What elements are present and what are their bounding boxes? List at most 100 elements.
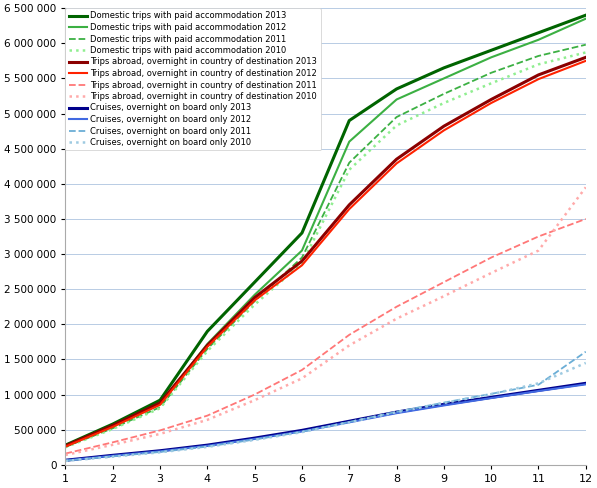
Domestic trips with paid accommodation 2011 [62, 444, 69, 450]
Trips abroad, overnight in country of destination 2013 [535, 72, 542, 78]
Domestic trips with paid accommodation 2011 [109, 426, 116, 431]
Domestic trips with paid accommodation 2012 [251, 292, 259, 298]
Trips abroad, overnight in country of destination 2011 [346, 332, 353, 338]
Trips abroad, overnight in country of destination 2011 [582, 216, 589, 222]
Cruises, overnight on board only 2012 [582, 382, 589, 387]
Trips abroad, overnight in country of destination 2012 [109, 424, 116, 430]
Trips abroad, overnight in country of destination 2013 [156, 400, 164, 406]
Cruises, overnight on board only 2013 [393, 409, 400, 415]
Domestic trips with paid accommodation 2012 [109, 424, 116, 429]
Cruises, overnight on board only 2013 [582, 380, 589, 386]
Domestic trips with paid accommodation 2010 [535, 61, 542, 67]
Trips abroad, overnight in country of destination 2012 [393, 161, 400, 166]
Trips abroad, overnight in country of destination 2010 [251, 397, 259, 403]
Cruises, overnight on board only 2013 [156, 448, 164, 454]
Cruises, overnight on board only 2010 [393, 409, 400, 415]
Cruises, overnight on board only 2010 [109, 454, 116, 460]
Domestic trips with paid accommodation 2013 [298, 230, 306, 236]
Cruises, overnight on board only 2010 [440, 400, 447, 406]
Trips abroad, overnight in country of destination 2013 [393, 156, 400, 162]
Trips abroad, overnight in country of destination 2012 [62, 444, 69, 449]
Domestic trips with paid accommodation 2010 [440, 100, 447, 106]
Trips abroad, overnight in country of destination 2010 [109, 442, 116, 447]
Domestic trips with paid accommodation 2013 [535, 30, 542, 36]
Cruises, overnight on board only 2012 [298, 428, 306, 434]
Cruises, overnight on board only 2012 [346, 419, 353, 425]
Cruises, overnight on board only 2012 [156, 448, 164, 454]
Trips abroad, overnight in country of destination 2012 [251, 298, 259, 304]
Cruises, overnight on board only 2013 [109, 452, 116, 458]
Line: Cruises, overnight on board only 2012: Cruises, overnight on board only 2012 [66, 385, 586, 461]
Trips abroad, overnight in country of destination 2011 [156, 427, 164, 433]
Domestic trips with paid accommodation 2013 [62, 442, 69, 448]
Cruises, overnight on board only 2011 [535, 382, 542, 387]
Domestic trips with paid accommodation 2012 [488, 55, 495, 61]
Cruises, overnight on board only 2010 [582, 360, 589, 366]
Trips abroad, overnight in country of destination 2010 [488, 270, 495, 276]
Domestic trips with paid accommodation 2010 [204, 348, 211, 354]
Line: Domestic trips with paid accommodation 2013: Domestic trips with paid accommodation 2… [66, 15, 586, 445]
Line: Trips abroad, overnight in country of destination 2011: Trips abroad, overnight in country of de… [66, 219, 586, 453]
Cruises, overnight on board only 2013 [440, 402, 447, 407]
Trips abroad, overnight in country of destination 2013 [109, 423, 116, 428]
Cruises, overnight on board only 2012 [440, 403, 447, 408]
Cruises, overnight on board only 2010 [62, 458, 69, 464]
Domestic trips with paid accommodation 2011 [393, 114, 400, 120]
Cruises, overnight on board only 2013 [298, 427, 306, 433]
Trips abroad, overnight in country of destination 2010 [535, 247, 542, 253]
Cruises, overnight on board only 2011 [156, 449, 164, 455]
Trips abroad, overnight in country of destination 2010 [393, 316, 400, 322]
Line: Domestic trips with paid accommodation 2010: Domestic trips with paid accommodation 2… [66, 52, 586, 447]
Domestic trips with paid accommodation 2013 [346, 118, 353, 123]
Domestic trips with paid accommodation 2013 [109, 421, 116, 427]
Domestic trips with paid accommodation 2010 [582, 49, 589, 55]
Trips abroad, overnight in country of destination 2011 [109, 439, 116, 445]
Domestic trips with paid accommodation 2011 [251, 298, 259, 304]
Domestic trips with paid accommodation 2012 [156, 402, 164, 407]
Trips abroad, overnight in country of destination 2010 [156, 431, 164, 437]
Trips abroad, overnight in country of destination 2010 [62, 452, 69, 458]
Cruises, overnight on board only 2011 [251, 437, 259, 443]
Cruises, overnight on board only 2010 [488, 391, 495, 397]
Cruises, overnight on board only 2012 [251, 436, 259, 442]
Domestic trips with paid accommodation 2011 [488, 70, 495, 76]
Domestic trips with paid accommodation 2010 [346, 167, 353, 173]
Line: Cruises, overnight on board only 2013: Cruises, overnight on board only 2013 [66, 383, 586, 460]
Line: Trips abroad, overnight in country of destination 2013: Trips abroad, overnight in country of de… [66, 58, 586, 446]
Cruises, overnight on board only 2010 [298, 429, 306, 435]
Trips abroad, overnight in country of destination 2011 [440, 279, 447, 285]
Domestic trips with paid accommodation 2012 [62, 443, 69, 449]
Domestic trips with paid accommodation 2010 [251, 302, 259, 307]
Cruises, overnight on board only 2012 [204, 443, 211, 449]
Trips abroad, overnight in country of destination 2012 [440, 127, 447, 133]
Domestic trips with paid accommodation 2012 [582, 16, 589, 21]
Trips abroad, overnight in country of destination 2010 [298, 375, 306, 381]
Trips abroad, overnight in country of destination 2012 [535, 76, 542, 82]
Domestic trips with paid accommodation 2013 [440, 65, 447, 71]
Trips abroad, overnight in country of destination 2013 [251, 295, 259, 301]
Trips abroad, overnight in country of destination 2012 [582, 58, 589, 64]
Cruises, overnight on board only 2011 [440, 400, 447, 406]
Trips abroad, overnight in country of destination 2013 [204, 343, 211, 348]
Trips abroad, overnight in country of destination 2010 [440, 293, 447, 299]
Line: Domestic trips with paid accommodation 2012: Domestic trips with paid accommodation 2… [66, 19, 586, 446]
Cruises, overnight on board only 2012 [393, 410, 400, 416]
Trips abroad, overnight in country of destination 2011 [393, 304, 400, 310]
Domestic trips with paid accommodation 2010 [298, 260, 306, 266]
Cruises, overnight on board only 2010 [251, 437, 259, 443]
Domestic trips with paid accommodation 2012 [393, 97, 400, 102]
Cruises, overnight on board only 2011 [204, 444, 211, 449]
Trips abroad, overnight in country of destination 2012 [298, 263, 306, 268]
Cruises, overnight on board only 2010 [204, 444, 211, 450]
Domestic trips with paid accommodation 2010 [393, 122, 400, 128]
Domestic trips with paid accommodation 2010 [109, 426, 116, 432]
Trips abroad, overnight in country of destination 2012 [156, 402, 164, 407]
Cruises, overnight on board only 2012 [109, 453, 116, 459]
Domestic trips with paid accommodation 2011 [346, 160, 353, 165]
Domestic trips with paid accommodation 2011 [298, 255, 306, 261]
Domestic trips with paid accommodation 2011 [440, 91, 447, 97]
Domestic trips with paid accommodation 2013 [251, 279, 259, 285]
Cruises, overnight on board only 2013 [62, 457, 69, 463]
Cruises, overnight on board only 2013 [251, 435, 259, 441]
Trips abroad, overnight in country of destination 2011 [488, 255, 495, 261]
